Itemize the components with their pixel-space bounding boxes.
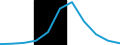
Bar bbox=[34, 0, 66, 45]
